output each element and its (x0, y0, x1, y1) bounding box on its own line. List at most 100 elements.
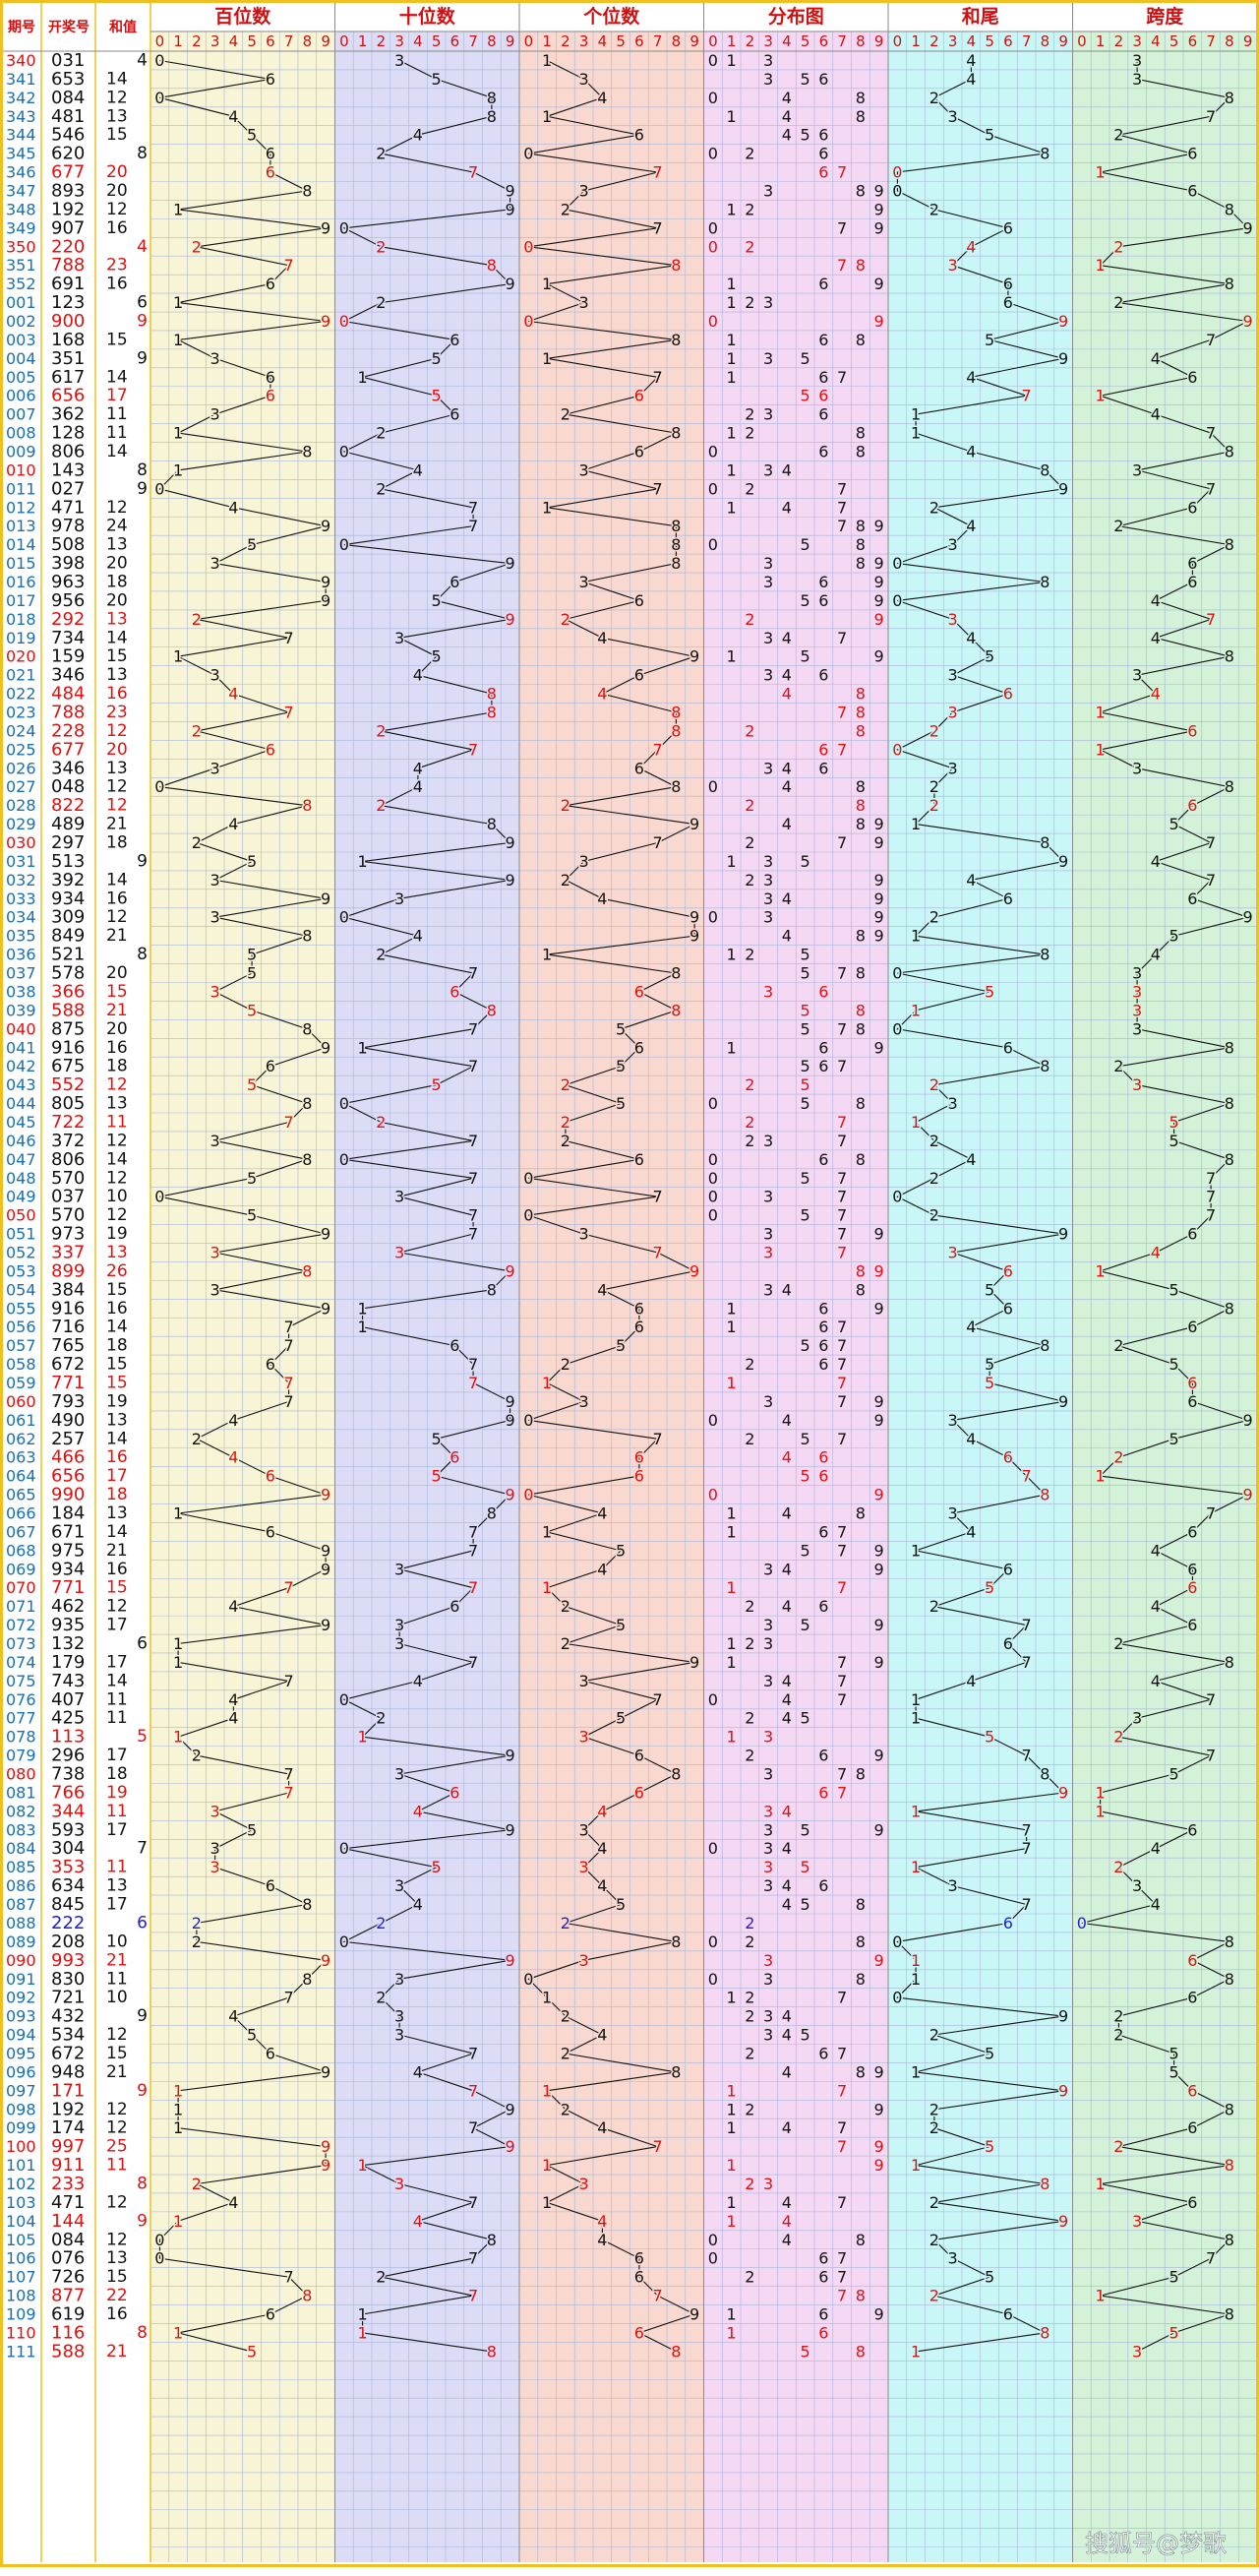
distribution-digit: 4 (782, 1876, 792, 1895)
sum: 8 (137, 460, 148, 480)
trend-digit: 8 (1225, 275, 1234, 293)
distribution-digit: 8 (856, 424, 866, 443)
distribution-digit: 1 (727, 349, 737, 368)
number: 432 (51, 2006, 85, 2027)
period: 090 (6, 1951, 36, 1970)
period: 004 (6, 349, 36, 368)
digit-header: 7 (837, 32, 847, 50)
trend-digit: 5 (985, 331, 994, 349)
trend-digit: 7 (468, 2287, 478, 2305)
trend-digit: 6 (1187, 1616, 1197, 1634)
sum: 17 (106, 1820, 128, 1840)
period: 092 (6, 1989, 36, 2007)
distribution-digit: 5 (801, 1709, 810, 1728)
distribution-digit: 5 (801, 946, 810, 964)
trend-digit: 2 (1113, 1336, 1123, 1355)
distribution-digit: 6 (818, 2323, 828, 2342)
distribution-digit: 6 (818, 1355, 828, 1374)
trend-digit: 7 (1022, 1747, 1032, 1765)
sum: 13 (106, 759, 128, 778)
number: 392 (51, 870, 85, 890)
trend-digit: 8 (1225, 2100, 1234, 2118)
trend-digit: 3 (394, 1560, 404, 1578)
distribution-digit: 3 (763, 405, 773, 424)
trend-digit: 2 (376, 1989, 386, 2007)
trend-digit: 3 (579, 70, 589, 89)
trend-digit: 0 (339, 1839, 349, 1858)
distribution-digit: 1 (727, 647, 737, 666)
number: 372 (51, 1131, 85, 1151)
digit-header: 7 (284, 32, 294, 50)
trend-digit: 6 (1003, 889, 1013, 908)
trend-digit: 8 (487, 256, 497, 275)
period: 042 (6, 1057, 36, 1075)
period: 041 (6, 1038, 36, 1057)
number: 578 (51, 963, 85, 984)
trend-digit: 0 (892, 1188, 902, 1206)
distribution-digit: 7 (837, 2268, 847, 2287)
distribution-digit: 4 (782, 1560, 792, 1578)
distribution-digit: 8 (856, 1504, 866, 1523)
trend-digit: 3 (579, 1728, 589, 1747)
number: 546 (51, 125, 85, 146)
distribution-digit: 6 (818, 1318, 828, 1336)
trend-digit: 5 (985, 2044, 994, 2062)
trend-digit: 4 (1151, 685, 1161, 704)
sum: 9 (137, 479, 148, 499)
trend-digit: 2 (929, 796, 939, 815)
distribution-digit: 2 (745, 871, 754, 889)
trend-digit: 3 (948, 610, 958, 629)
trend-digit: 5 (432, 1430, 442, 1448)
distribution-digit: 3 (763, 2007, 773, 2026)
group-header: 跨度 (1146, 5, 1184, 28)
distribution-digit: 3 (763, 1132, 773, 1150)
number: 691 (51, 274, 85, 294)
trend-digit: 1 (173, 1728, 183, 1747)
trend-digit: 8 (487, 89, 497, 107)
period: 093 (6, 2007, 36, 2026)
number: 771 (51, 1577, 85, 1598)
distribution-digit: 1 (727, 1318, 737, 1336)
distribution-digit: 2 (745, 1132, 754, 1150)
distribution-digit: 5 (801, 2026, 810, 2045)
trend-digit: 3 (394, 1616, 404, 1634)
digit-header: 8 (672, 32, 682, 50)
trend-digit: 1 (173, 2100, 183, 2118)
number: 297 (51, 832, 85, 853)
distribution-digit: 9 (874, 1299, 884, 1318)
distribution-digit: 7 (837, 498, 847, 517)
period: 081 (6, 1783, 36, 1802)
trend-digit: 8 (487, 2231, 497, 2249)
digit-header: 6 (634, 32, 644, 50)
trend-digit: 7 (1206, 1188, 1216, 1206)
distribution-digit: 4 (782, 1504, 792, 1523)
trend-digit: 3 (579, 1951, 589, 1970)
trend-digit: 7 (284, 704, 294, 722)
trend-digit: 8 (1040, 946, 1049, 964)
number: 845 (51, 1894, 85, 1915)
trend-digit: 1 (542, 275, 552, 293)
distribution-digit: 3 (763, 1672, 773, 1690)
trend-digit: 2 (192, 721, 202, 740)
period: 005 (6, 368, 36, 387)
trend-digit: 0 (339, 1150, 349, 1169)
distribution-digit: 6 (818, 1038, 828, 1057)
sum: 20 (106, 1019, 128, 1039)
distribution-digit: 7 (837, 479, 847, 498)
number: 593 (51, 1819, 85, 1840)
distribution-digit: 9 (874, 1541, 884, 1560)
number: 993 (51, 1950, 85, 1971)
trend-line (1081, 60, 1250, 2353)
trend-digit: 4 (1151, 629, 1161, 647)
distribution-digit: 0 (708, 1932, 718, 1951)
sum: 18 (106, 1764, 128, 1784)
trend-digit: 2 (1113, 2026, 1123, 2045)
digit-header: 6 (266, 32, 275, 50)
period: 003 (6, 331, 36, 349)
number: 934 (51, 889, 85, 909)
sum: 15 (106, 1578, 128, 1598)
period: 002 (6, 312, 36, 331)
trend-digit: 7 (284, 1374, 294, 1392)
trend-digit: 9 (1058, 2212, 1068, 2231)
distribution-digit: 3 (763, 1765, 773, 1784)
